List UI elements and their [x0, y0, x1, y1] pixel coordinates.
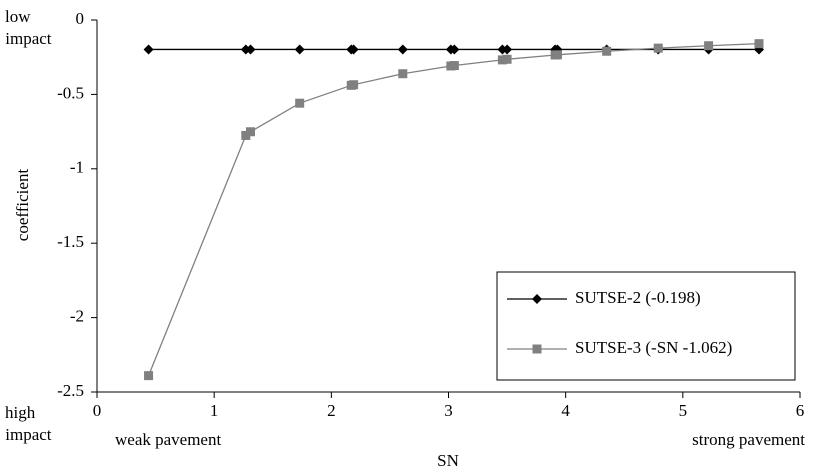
data-point: [294, 44, 305, 55]
data-point: [295, 98, 305, 108]
x-tick-label: 0: [93, 401, 102, 420]
right-annotation: strong pavement: [692, 430, 805, 449]
left-annotation: weak pavement: [115, 430, 221, 449]
legend-marker: [532, 344, 542, 354]
data-point: [245, 44, 256, 55]
data-point: [704, 41, 714, 51]
data-point: [653, 43, 663, 53]
data-point: [397, 44, 408, 55]
legend-box: [496, 271, 796, 381]
data-point: [398, 69, 408, 79]
data-point: [552, 50, 562, 60]
x-tick-label: 6: [796, 401, 805, 420]
data-point: [754, 39, 764, 49]
x-tick-label: 1: [210, 401, 219, 420]
y-axis-label: coefficient: [13, 169, 32, 242]
data-point: [349, 80, 359, 90]
bottom-annotation: high impact: [1, 403, 52, 444]
legend-marker: [532, 294, 542, 304]
y-tick-label: -2.5: [57, 381, 84, 400]
x-tick-label: 3: [444, 401, 453, 420]
y-tick-label: 0: [76, 9, 85, 28]
data-point: [449, 44, 460, 55]
y-tick-label: -1: [70, 158, 84, 177]
x-tick-label: 2: [327, 401, 336, 420]
legend-label: SUTSE-2 (-0.198): [575, 288, 701, 307]
data-point: [245, 127, 255, 137]
top-annotation: low impact: [1, 7, 52, 48]
data-point: [497, 55, 507, 65]
data-point: [143, 44, 154, 55]
data-point: [602, 46, 612, 56]
data-point: [241, 130, 251, 140]
legend-label: SUTSE-3 (-SN -1.062): [575, 338, 732, 357]
x-axis-label: SN: [437, 451, 459, 470]
data-point: [144, 371, 154, 381]
data-point: [348, 44, 359, 55]
data-point: [449, 61, 459, 71]
y-tick-label: -0.5: [57, 83, 84, 102]
y-tick-label: -1.5: [57, 232, 84, 251]
data-point: [502, 44, 513, 55]
x-tick-label: 5: [679, 401, 688, 420]
y-tick-label: -2: [70, 307, 84, 326]
x-tick-label: 4: [561, 401, 570, 420]
data-point: [502, 54, 512, 64]
